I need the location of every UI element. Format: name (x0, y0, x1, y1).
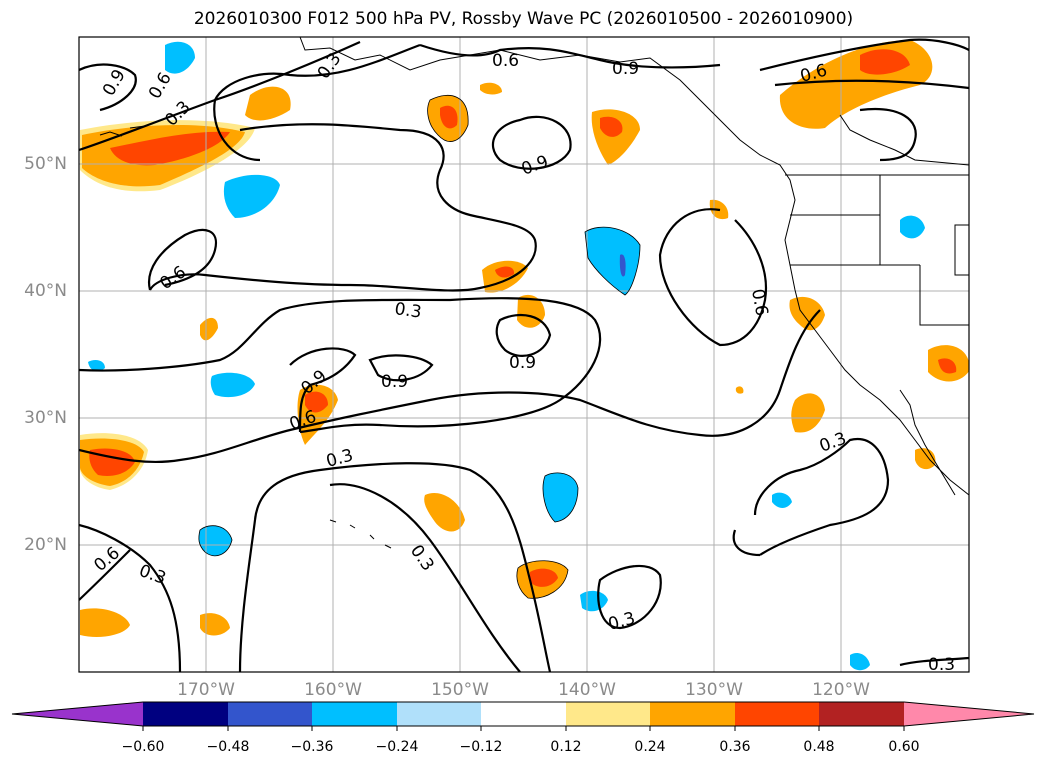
negative-anomaly-areas (88, 41, 925, 671)
contour-label: 0.6 (90, 543, 124, 576)
colorbar-tick-label: −0.24 (375, 739, 419, 755)
map-frame (78, 36, 970, 673)
colorbar-swatch (735, 702, 819, 726)
contour-label: 0.3 (314, 49, 346, 83)
colorbar-tick-label: −0.36 (290, 739, 334, 755)
colorbar-swatch (228, 702, 312, 726)
colorbar-tick-label: −0.60 (121, 739, 165, 755)
lon-label: 120°W (812, 680, 870, 700)
colorbar-swatch (819, 702, 904, 726)
contour-label: 0.3 (406, 541, 438, 575)
contour-label: 0.9 (99, 66, 130, 99)
pv-contours (79, 38, 969, 672)
contour-label: 0.6 (492, 51, 519, 71)
contour-label: 0.9 (519, 152, 551, 180)
colorbar-swatch (143, 702, 228, 726)
colorbar-swatch (312, 702, 397, 726)
contour-label: 0.3 (324, 446, 355, 472)
contour-label: 0.6 (747, 287, 771, 317)
lat-label: 20°N (24, 535, 67, 555)
anomaly-outlines (198, 94, 641, 599)
coastline (99, 37, 969, 549)
contour-label: 0.3 (928, 655, 955, 675)
lat-lon-grid (79, 37, 969, 672)
colorbar-tick-label: 0.48 (803, 739, 835, 755)
colorbar-swatch (397, 702, 481, 726)
lon-label: 160°W (304, 680, 362, 700)
contour-label: 0.9 (612, 59, 639, 79)
colorbar (11, 701, 1035, 731)
map-title: 2026010300 F012 500 hPa PV, Rossby Wave … (193, 9, 854, 29)
contour-label: 0.3 (606, 609, 637, 635)
colorbar-tick-label: 0.60 (888, 739, 920, 755)
lat-label: 40°N (24, 281, 67, 301)
contour-label: 0.3 (817, 429, 849, 457)
lat-label: 50°N (24, 154, 67, 174)
contour-label: 0.6 (145, 69, 176, 102)
lon-label: 130°W (685, 680, 743, 700)
colorbar-tick-label: −0.12 (459, 739, 503, 755)
colorbar-under-arrow (12, 702, 143, 726)
contour-label: 0.9 (381, 372, 408, 392)
lon-label: 140°W (558, 680, 616, 700)
colorbar-tick-label: −0.48 (206, 739, 250, 755)
lon-label: 150°W (431, 680, 489, 700)
contour-label: 0.3 (393, 299, 423, 323)
contour-label: 0.6 (156, 262, 190, 294)
colorbar-tick-label: 0.12 (550, 739, 582, 755)
contour-label: 0.9 (509, 353, 536, 373)
colorbar-tick-label: 0.36 (719, 739, 751, 755)
lat-label: 30°N (24, 408, 67, 428)
colorbar-over-arrow (904, 702, 1034, 726)
lon-label: 170°W (177, 680, 235, 700)
colorbar-tick-label: 0.24 (634, 739, 666, 755)
colorbar-swatch (566, 702, 650, 726)
colorbar-swatch (650, 702, 735, 726)
colorbar-swatch (481, 702, 566, 726)
